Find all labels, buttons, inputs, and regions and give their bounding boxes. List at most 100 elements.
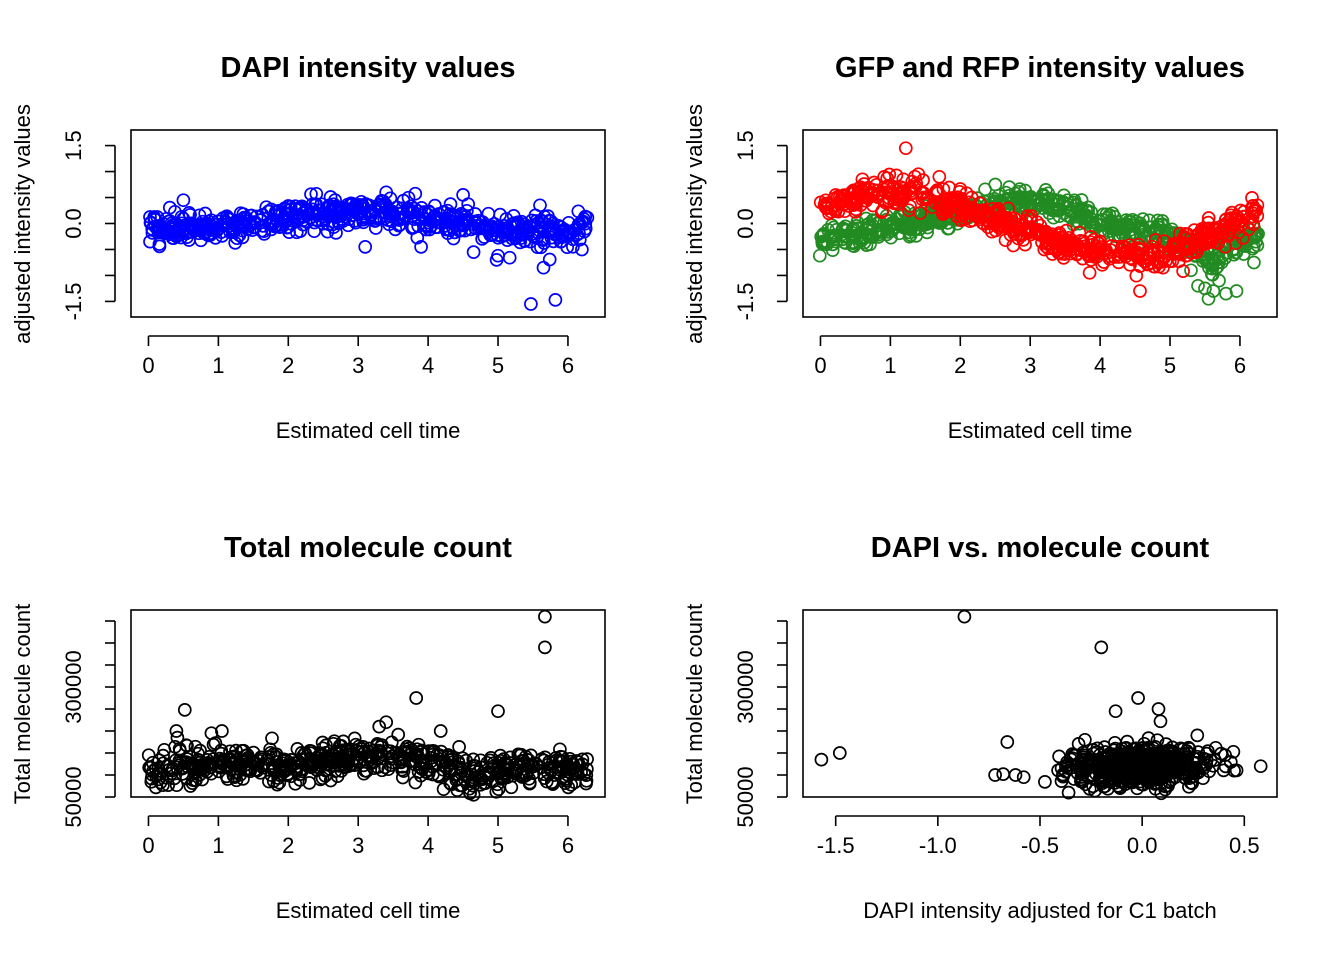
data-point	[372, 719, 387, 734]
data-point	[1241, 222, 1256, 237]
data-point	[372, 743, 386, 758]
data-point	[432, 769, 446, 784]
x-tick-label: 1	[212, 833, 224, 858]
data-point	[188, 739, 203, 754]
data-point	[469, 216, 484, 230]
data-point	[511, 217, 525, 232]
data-point	[1096, 207, 1111, 222]
data-point	[1127, 751, 1141, 766]
data-point	[1141, 257, 1156, 271]
data-point	[411, 765, 426, 779]
data-point	[293, 773, 307, 787]
data-point	[169, 225, 184, 239]
data-point	[842, 192, 857, 207]
data-point	[261, 204, 276, 219]
data-point	[835, 189, 850, 203]
data-point	[489, 784, 504, 799]
data-point	[368, 221, 383, 235]
data-point	[422, 205, 437, 220]
data-point	[362, 741, 376, 756]
data-point	[393, 754, 408, 769]
data-point	[265, 731, 279, 746]
data-point	[1178, 771, 1193, 785]
x-tick-label: 4	[422, 353, 434, 378]
data-point	[335, 752, 349, 767]
data-point	[1111, 255, 1126, 270]
data-point	[256, 760, 270, 775]
data-point	[520, 763, 535, 778]
data-point	[244, 208, 259, 223]
data-point	[355, 199, 370, 214]
data-point	[1155, 217, 1170, 232]
y-axis-label: Total molecule count	[682, 604, 707, 805]
data-point	[1076, 752, 1091, 767]
data-point	[883, 219, 897, 234]
x-tick-label: 0	[814, 353, 826, 378]
data-point	[191, 752, 205, 767]
data-point	[446, 220, 460, 235]
data-point	[916, 186, 931, 200]
data-point	[1057, 188, 1071, 203]
data-point	[1191, 278, 1205, 293]
data-point	[540, 225, 555, 240]
data-points	[141, 609, 594, 802]
data-point	[1058, 764, 1073, 779]
data-point	[1153, 760, 1168, 775]
data-point	[1162, 763, 1176, 777]
data-point	[1008, 768, 1023, 782]
data-point	[533, 198, 547, 213]
axis-ticks: 0 1 2 3 4 5 6 50000 300000	[61, 620, 574, 858]
data-point	[466, 245, 481, 259]
data-point	[538, 640, 552, 655]
data-point	[1172, 254, 1186, 269]
data-point	[172, 753, 187, 768]
data-point	[1061, 785, 1076, 800]
data-point	[1246, 239, 1261, 254]
data-point	[293, 211, 307, 225]
data-point	[888, 195, 903, 210]
data-point	[517, 217, 532, 232]
data-point	[1052, 245, 1067, 260]
panel-total-molecule-count: Total molecule count Estimated cell time…	[10, 532, 606, 923]
data-point	[414, 761, 429, 775]
data-point	[815, 234, 830, 249]
data-point	[479, 767, 494, 782]
data-point	[239, 752, 254, 767]
data-point	[491, 248, 505, 263]
data-point	[144, 215, 158, 230]
data-point	[1074, 772, 1088, 787]
data-point	[1064, 239, 1078, 254]
x-tick-label: 6	[1234, 353, 1246, 378]
data-point	[455, 217, 469, 232]
data-point	[537, 771, 552, 785]
data-point	[1082, 265, 1097, 280]
data-point	[392, 218, 406, 233]
data-point	[538, 609, 552, 624]
data-point	[408, 186, 423, 201]
data-point	[973, 206, 988, 221]
data-point	[209, 217, 224, 232]
x-tick-label: 0	[142, 353, 154, 378]
axis-ticks: 0 1 2 3 4 5 6 -1.5 0.0 1.5	[61, 130, 574, 378]
data-point	[363, 209, 378, 224]
y-axis-label: adjusted intensity values	[10, 104, 35, 344]
data-point	[1067, 195, 1082, 210]
data-point	[1016, 770, 1031, 785]
data-point	[215, 724, 229, 738]
data-point	[213, 759, 228, 774]
data-point	[193, 743, 207, 758]
data-point	[466, 787, 481, 802]
x-tick-label: 3	[352, 353, 364, 378]
data-point	[235, 230, 250, 245]
data-point	[169, 724, 184, 738]
data-point	[477, 230, 492, 244]
data-point	[996, 767, 1011, 781]
data-point	[445, 752, 460, 767]
data-point	[849, 219, 864, 233]
data-point	[169, 778, 184, 793]
data-point	[829, 234, 844, 249]
data-point	[355, 744, 369, 759]
data-point	[367, 761, 381, 776]
data-point	[329, 201, 344, 216]
